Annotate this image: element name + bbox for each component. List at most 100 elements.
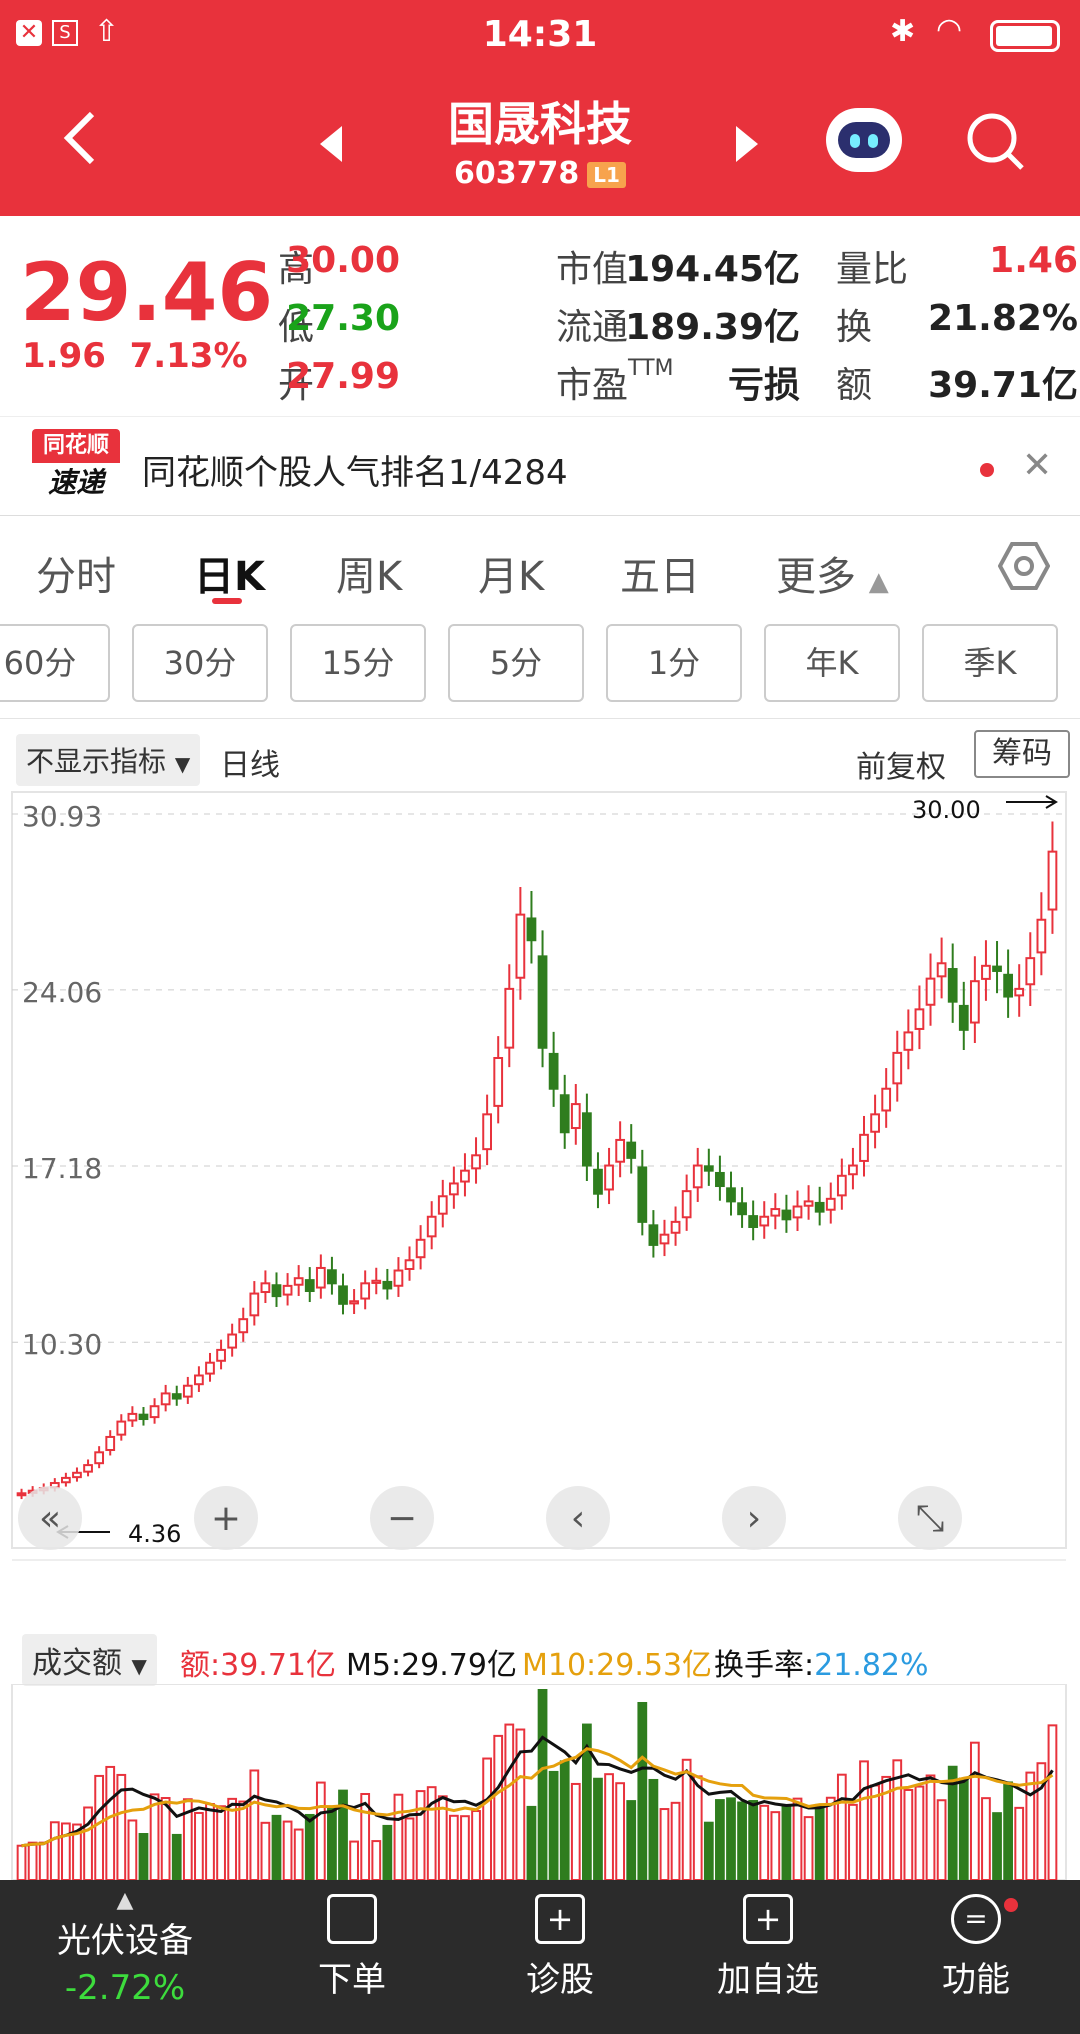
search-icon[interactable] — [964, 110, 1028, 174]
sector-widget[interactable]: ▲ 光伏设备 -2.72% — [20, 1888, 230, 2008]
caret-up-small-icon: ▲ — [116, 1888, 134, 1913]
settings-hex-icon[interactable] — [998, 540, 1050, 592]
subtab-30min[interactable]: 30分 — [132, 624, 268, 702]
volume-bar — [548, 1770, 559, 1880]
subtab-5min[interactable]: 5分 — [448, 624, 584, 702]
back-arrow-icon[interactable] — [60, 108, 100, 168]
volume-bar — [737, 1801, 747, 1880]
news-banner[interactable]: 同花顺 速递 同花顺个股人气排名1/4284 ✕ — [0, 416, 1080, 516]
diagnose-button[interactable]: + 诊股 — [480, 1894, 640, 2001]
volume-bar — [116, 1773, 127, 1880]
volume-bar — [349, 1840, 359, 1880]
tab-monthly-k[interactable]: 月K — [478, 554, 545, 600]
volume-bar — [848, 1803, 858, 1880]
robot-assistant-icon[interactable] — [826, 108, 902, 172]
tab-daily-k[interactable]: 日K — [194, 554, 265, 600]
stat-label: 开 — [278, 365, 315, 406]
volume-bar — [870, 1784, 880, 1880]
pan-right-icon[interactable]: › — [722, 1486, 786, 1550]
quote-panel: 29.46 1.96 7.13% 高 30.00 市值 194.45亿 量比 1.46 低 2… — [0, 216, 1080, 416]
candle-body — [16, 1492, 27, 1497]
volume-bar — [593, 1777, 603, 1880]
volume-bar — [249, 1769, 260, 1880]
rewind-icon[interactable]: « — [18, 1486, 82, 1550]
function-label: 功能 — [942, 1960, 1010, 2000]
tab-five-day[interactable]: 五日 — [620, 554, 700, 600]
candlestick-chart[interactable]: 30.9324.0617.1810.3030.004.362025-10-231… — [0, 784, 1080, 1574]
diagnose-label: 诊股 — [526, 1960, 594, 2000]
sector-name: 光伏设备 — [57, 1921, 193, 1961]
stat-value: 1.46 — [989, 240, 1078, 281]
level-badge: L1 — [587, 161, 626, 188]
stat-value: 39.71亿 — [928, 365, 1078, 406]
subtab-60min[interactable]: 60分 — [0, 624, 110, 702]
volume-select[interactable]: 成交额 ▼ — [22, 1634, 157, 1686]
caret-up-icon: ▲ — [868, 567, 889, 597]
volume-bar — [570, 1782, 581, 1880]
volume-bar — [504, 1723, 515, 1880]
candle-body — [825, 1197, 836, 1211]
volume-bar — [526, 1805, 537, 1880]
period-tabs: 分时 日K 周K 月K 五日 更多 ▲ — [0, 522, 1080, 612]
adjust-label[interactable]: 前复权 — [856, 750, 946, 785]
candle-body — [349, 1300, 359, 1305]
unread-dot — [980, 463, 994, 477]
candle-body — [238, 1318, 249, 1334]
candle-body — [903, 1031, 914, 1051]
tab-weekly-k[interactable]: 周K — [336, 554, 403, 600]
volume-bar — [216, 1805, 226, 1880]
tab-more[interactable]: 更多 ▲ — [776, 544, 889, 602]
stat-label: 额 — [836, 365, 873, 406]
news-text: 同花顺个股人气排名1/4284 — [142, 453, 568, 493]
volume-bar — [238, 1800, 249, 1880]
chip-button[interactable]: 筹码 — [974, 730, 1070, 778]
subtab-15min[interactable]: 15分 — [290, 624, 426, 702]
dropdown-icon: ▼ — [174, 752, 191, 776]
pan-left-icon[interactable]: ‹ — [546, 1486, 610, 1550]
candle-body — [559, 1094, 570, 1134]
candle-body — [437, 1195, 448, 1215]
volume-bar — [415, 1790, 426, 1880]
volume-bar — [825, 1796, 836, 1880]
function-button[interactable]: = 功能 — [896, 1894, 1056, 2001]
zoom-out-icon[interactable]: − — [370, 1486, 434, 1550]
volume-bar — [748, 1800, 759, 1880]
indicator-select[interactable]: 不显示指标 ▼ — [16, 734, 201, 786]
candle-body — [604, 1164, 614, 1191]
tab-more-label: 更多 — [776, 554, 856, 600]
zoom-in-icon[interactable]: + — [194, 1486, 258, 1550]
candle-body — [859, 1133, 869, 1162]
add-watch-button[interactable]: + 加自选 — [688, 1894, 848, 2001]
volume-bar — [382, 1824, 393, 1880]
volume-bar — [881, 1775, 892, 1880]
m10-label: M10:29.53亿 — [522, 1648, 713, 1683]
svg-text:«: « — [39, 1498, 61, 1539]
turnover-value: 21.82% — [814, 1648, 929, 1683]
prev-stock-icon[interactable] — [318, 124, 346, 164]
order-button[interactable]: 下单 — [272, 1894, 432, 2001]
volume-bar — [836, 1773, 847, 1880]
close-icon[interactable]: ✕ — [1022, 445, 1053, 486]
volume-bar — [426, 1786, 437, 1880]
volume-bar — [1036, 1762, 1047, 1880]
status-bar: ✕ S ⇧ 14:31 ✱ ◠ — [0, 0, 1080, 72]
bottom-nav: ▲ 光伏设备 -2.72% 下单 + 诊股 + 加自选 = 功能 — [0, 1880, 1080, 2034]
fullscreen-icon[interactable]: ⤡ — [898, 1486, 962, 1550]
tab-intraday[interactable]: 分时 — [36, 554, 116, 600]
svg-text:›: › — [747, 1498, 761, 1539]
volume-bar — [648, 1778, 659, 1880]
candle-body — [249, 1292, 260, 1317]
volume-bar — [892, 1759, 903, 1880]
m5-label: M5:29.79亿 — [346, 1648, 517, 1683]
volume-bar — [149, 1793, 160, 1880]
subtab-quarter-k[interactable]: 季K — [922, 624, 1058, 702]
candle-body — [426, 1215, 437, 1238]
volume-bar — [670, 1801, 681, 1880]
candle-body — [515, 913, 526, 979]
volume-bar — [338, 1789, 348, 1880]
next-stock-icon[interactable] — [732, 124, 760, 164]
volume-bar — [792, 1797, 803, 1880]
subtab-1min[interactable]: 1分 — [606, 624, 742, 702]
candle-body — [992, 965, 1002, 972]
subtab-year-k[interactable]: 年K — [764, 624, 900, 702]
